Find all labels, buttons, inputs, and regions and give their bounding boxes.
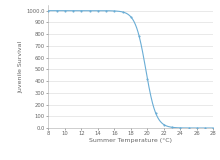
X-axis label: Summer Temperature (°C): Summer Temperature (°C) (89, 138, 172, 143)
Y-axis label: Juvenile Survival: Juvenile Survival (19, 40, 24, 92)
